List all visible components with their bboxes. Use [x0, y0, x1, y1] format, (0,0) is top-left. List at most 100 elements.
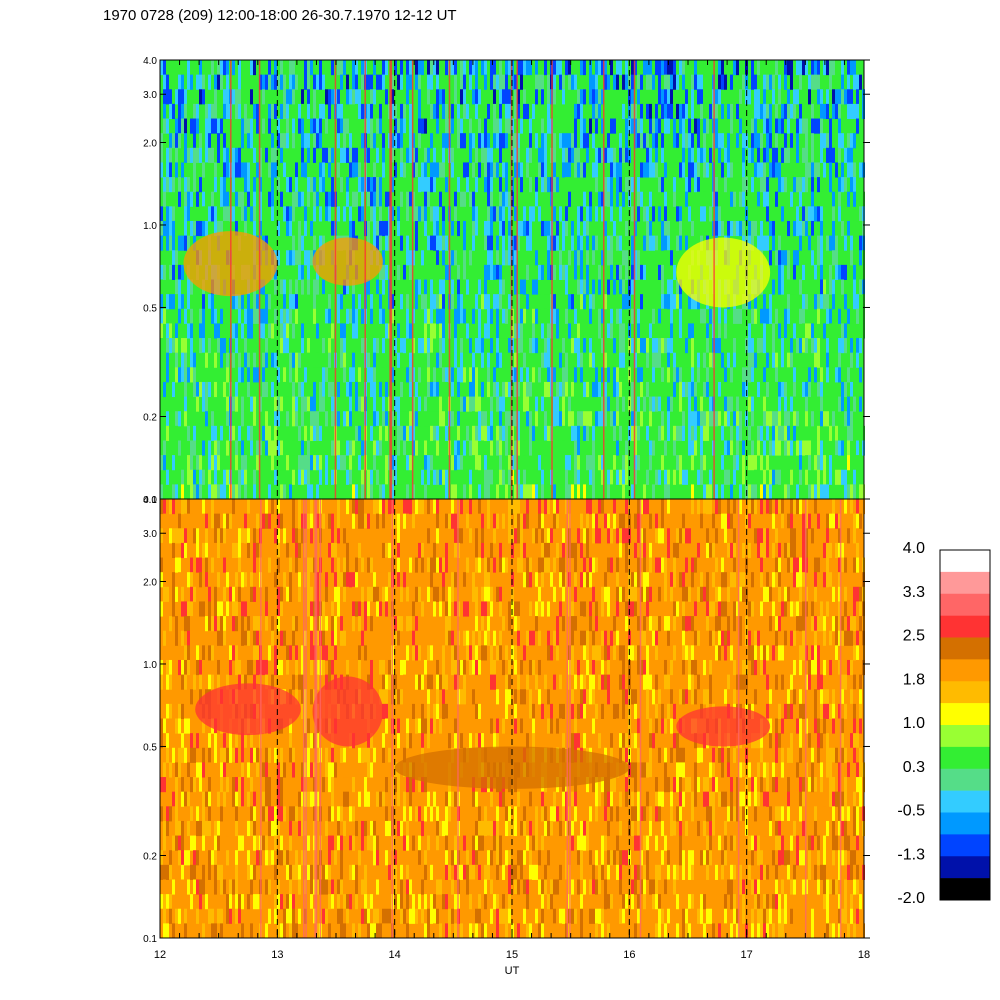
texture-cell — [667, 103, 670, 120]
texture-cell — [841, 425, 844, 441]
texture-cell — [763, 235, 766, 251]
texture-cell — [478, 411, 481, 427]
texture-cell — [445, 381, 448, 398]
texture-cell — [274, 60, 277, 76]
texture-cell — [442, 469, 445, 485]
texture-cell — [853, 162, 856, 178]
texture-cell — [790, 235, 793, 251]
texture-cell — [763, 89, 766, 105]
texture-cell — [442, 455, 445, 471]
texture-cell — [307, 147, 310, 163]
texture-cell — [709, 103, 712, 120]
texture-cell — [322, 601, 325, 617]
texture-cell — [361, 103, 364, 120]
texture-cell — [310, 60, 313, 76]
texture-cell — [574, 484, 577, 500]
texture-cell — [817, 89, 820, 105]
texture-cell — [496, 133, 499, 149]
texture-cell — [634, 455, 637, 471]
texture-cell — [664, 469, 667, 485]
texture-cell — [310, 879, 313, 895]
texture-cell — [784, 74, 787, 90]
texture-cell — [493, 294, 496, 310]
texture-cell — [433, 294, 436, 310]
texture-cell — [169, 747, 172, 763]
texture-cell — [733, 455, 736, 471]
texture-cell — [787, 352, 790, 368]
texture-cell — [541, 323, 544, 339]
texture-cell — [496, 396, 499, 412]
texture-cell — [532, 484, 535, 500]
texture-cell — [274, 162, 277, 178]
texture-cell — [370, 191, 373, 207]
texture-cell — [778, 323, 781, 339]
texture-cell — [214, 425, 217, 441]
texture-cell — [637, 396, 640, 412]
texture-cell — [679, 338, 682, 354]
texture-cell — [847, 220, 850, 237]
texture-cell — [253, 367, 256, 383]
texture-cell — [166, 923, 169, 939]
texture-cell — [349, 835, 352, 851]
texture-cell — [820, 191, 823, 207]
texture-cell — [301, 177, 304, 193]
texture-cell — [271, 455, 274, 471]
texture-cell — [313, 177, 316, 193]
texture-cell — [337, 820, 340, 837]
texture-cell — [811, 103, 814, 120]
texture-cell — [280, 616, 283, 632]
texture-cell — [460, 118, 463, 134]
texture-cell — [805, 118, 808, 134]
texture-cell — [619, 177, 622, 193]
texture-cell — [175, 89, 178, 105]
texture-cell — [742, 396, 745, 412]
texture-cell — [211, 294, 214, 310]
texture-cell — [409, 206, 412, 222]
texture-cell — [166, 820, 169, 837]
texture-cell — [796, 206, 799, 222]
texture-cell — [484, 294, 487, 310]
texture-cell — [337, 352, 340, 368]
texture-cell — [490, 264, 493, 280]
texture-cell — [262, 381, 265, 398]
texture-cell — [313, 118, 316, 134]
texture-cell — [790, 162, 793, 178]
texture-cell — [412, 323, 415, 339]
texture-cell — [328, 484, 331, 500]
texture-cell — [382, 338, 385, 354]
texture-cell — [220, 425, 223, 441]
texture-cell — [451, 396, 454, 412]
texture-cell — [619, 469, 622, 485]
texture-cell — [790, 338, 793, 354]
texture-cell — [592, 294, 595, 310]
texture-cell — [493, 264, 496, 280]
texture-cell — [187, 60, 190, 76]
texture-cell — [298, 542, 301, 559]
texture-cell — [346, 747, 349, 763]
texture-cell — [841, 60, 844, 76]
texture-cell — [328, 308, 331, 324]
texture-cell — [181, 659, 184, 676]
texture-cell — [283, 191, 286, 207]
texture-cell — [424, 177, 427, 193]
texture-cell — [730, 484, 733, 500]
texture-cell — [838, 469, 841, 485]
texture-cell — [292, 908, 295, 924]
texture-cell — [451, 147, 454, 163]
texture-cell — [238, 294, 241, 310]
texture-cell — [574, 308, 577, 324]
texture-cell — [607, 411, 610, 427]
texture-cell — [160, 162, 163, 178]
texture-cell — [841, 74, 844, 90]
texture-cell — [400, 235, 403, 251]
texture-cell — [256, 484, 259, 500]
texture-cell — [652, 367, 655, 383]
texture-cell — [208, 747, 211, 763]
texture-cell — [631, 118, 634, 134]
texture-cell — [775, 411, 778, 427]
texture-cell — [679, 294, 682, 310]
texture-cell — [541, 74, 544, 90]
texture-cell — [163, 60, 166, 76]
texture-cell — [292, 747, 295, 763]
texture-cell — [556, 308, 559, 324]
